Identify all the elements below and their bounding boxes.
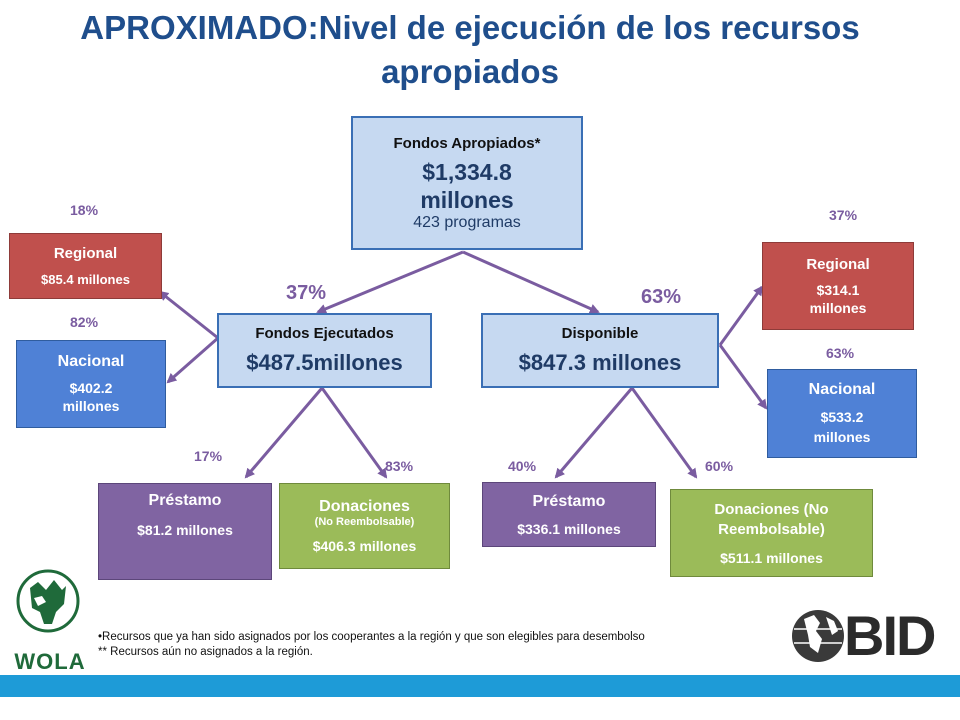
fondos-apropiados-label: Fondos Apropiados* xyxy=(393,134,541,152)
right-regional-box: Regional $314.1 millones xyxy=(762,242,914,330)
arrow-disponible-nacional xyxy=(718,344,768,410)
left-regional-box: Regional $85.4 millones xyxy=(9,233,162,299)
left-donaciones-amount: $406.3 millones xyxy=(312,538,417,554)
right-nacional-pct: 63% xyxy=(826,345,855,361)
left-regional-pct: 18% xyxy=(70,202,99,218)
left-prestamo-amount: $81.2 millones xyxy=(137,522,233,538)
right-donaciones-box: Donaciones (No Reembolsable) $511.1 mill… xyxy=(670,489,873,577)
arrow-apropiados-disponible xyxy=(462,250,600,314)
left-nacional-label: Nacional xyxy=(57,353,125,370)
slide-title: APROXIMADO:Nivel de ejecución de los rec… xyxy=(80,9,860,90)
right-donaciones-label: Donaciones (No Reembolsable) xyxy=(714,501,829,538)
bid-wordmark: BID xyxy=(844,604,936,667)
right-nacional-label: Nacional xyxy=(808,380,876,398)
left-prestamo-pct: 17% xyxy=(194,448,223,464)
left-nacional-box: Nacional $402.2 millones xyxy=(16,340,166,428)
bottom-color-bar xyxy=(0,675,960,697)
arrow-ejecutados-prestamo xyxy=(244,387,324,479)
fondos-ejecutados-label: Fondos Ejecutados xyxy=(255,325,394,342)
right-prestamo-box: Préstamo $336.1 millones xyxy=(482,482,656,547)
wola-emblem-icon xyxy=(16,569,80,633)
left-donaciones-sublabel: (No Reembolsable) xyxy=(314,516,415,528)
arrow-ejecutados-donaciones xyxy=(320,387,388,479)
left-donaciones-label: Donaciones xyxy=(319,498,410,515)
right-nacional-amount: $533.2 millones xyxy=(813,408,871,445)
disponible-label: Disponible xyxy=(561,325,639,342)
ejecutados-pct: 37% xyxy=(286,282,327,304)
right-regional-amount: $314.1 millones xyxy=(809,281,867,316)
arrow-disponible-regional xyxy=(718,285,764,346)
wola-logo: WOLA xyxy=(8,568,92,674)
left-donaciones-box: Donaciones (No Reembolsable) $406.3 mill… xyxy=(279,483,450,569)
arrow-apropiados-ejecutados xyxy=(316,250,464,314)
left-donaciones-pct: 83% xyxy=(385,458,414,474)
right-donaciones-amount: $511.1 millones xyxy=(720,550,823,566)
right-prestamo-label: Préstamo xyxy=(532,492,606,510)
right-prestamo-amount: $336.1 millones xyxy=(517,520,621,537)
right-prestamo-pct: 40% xyxy=(508,458,537,474)
disponible-pct: 63% xyxy=(641,286,682,308)
fondos-apropiados-box: Fondos Apropiados* $1,334.8 millones 423… xyxy=(351,116,583,250)
bid-logo: BID xyxy=(790,604,940,669)
arrow-ejecutados-regional xyxy=(158,290,219,340)
left-nacional-amount: $402.2 millones xyxy=(62,380,120,414)
right-nacional-box: Nacional $533.2 millones xyxy=(767,369,917,458)
footnotes: •Recursos que ya han sido asignados por … xyxy=(98,630,645,660)
arrow-ejecutados-nacional xyxy=(166,336,219,384)
left-regional-label: Regional xyxy=(53,245,118,262)
disponible-box: Disponible $847.3 millones xyxy=(481,313,719,388)
left-prestamo-label: Préstamo xyxy=(148,492,222,509)
fondos-ejecutados-box: Fondos Ejecutados $487.5millones xyxy=(217,313,432,388)
bid-globe-icon xyxy=(792,610,844,662)
arrow-disponible-prestamo xyxy=(554,387,634,479)
disponible-amount: $847.3 millones xyxy=(518,350,682,375)
right-donaciones-pct: 60% xyxy=(705,458,734,474)
wola-wordmark: WOLA xyxy=(14,649,86,674)
footnote-2: ** Recursos aún no asignados a la región… xyxy=(98,646,313,658)
fondos-apropiados-amount: $1,334.8 millones xyxy=(420,158,514,213)
left-nacional-pct: 82% xyxy=(70,314,99,330)
fondos-apropiados-programs: 423 programas xyxy=(413,213,521,231)
fondos-ejecutados-amount: $487.5millones xyxy=(246,350,403,375)
footnote-1: •Recursos que ya han sido asignados por … xyxy=(98,631,645,643)
right-regional-label: Regional xyxy=(806,255,870,273)
arrow-disponible-donaciones xyxy=(630,387,698,479)
left-prestamo-box: Préstamo $81.2 millones xyxy=(98,483,272,580)
right-regional-pct: 37% xyxy=(829,207,858,223)
left-regional-amount: $85.4 millones xyxy=(41,272,130,287)
